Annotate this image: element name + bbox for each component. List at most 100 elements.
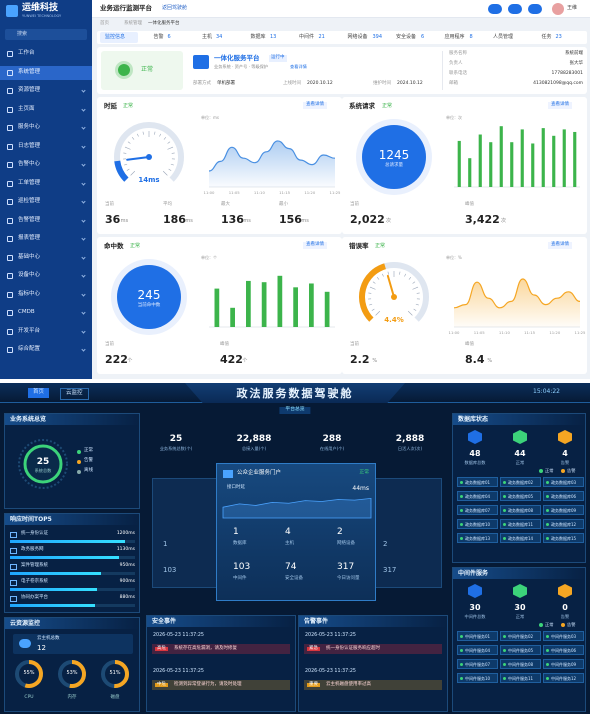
screen-title: 政法服务数据驾驶舱 — [236, 387, 354, 400]
stat-unit: ms — [243, 218, 251, 224]
stat-value: 25 — [169, 434, 183, 444]
gauge-tick — [399, 271, 401, 275]
menu-arrow — [81, 328, 86, 334]
tab-label[interactable]: 安全设备 — [396, 34, 417, 40]
gauge-value — [114, 160, 129, 182]
menu-item[interactable]: 系统管理 — [0, 65, 92, 80]
stat-unit: ms — [185, 218, 193, 224]
clock: 15:04:22 — [533, 388, 560, 395]
area-line — [453, 278, 581, 309]
card-button[interactable]: 查看详情 — [303, 242, 327, 249]
rank-icon — [10, 596, 17, 602]
tab-count: 23 — [555, 34, 562, 40]
tab-label[interactable]: 应用程序 — [444, 34, 465, 40]
header-icon[interactable] — [528, 4, 542, 14]
instance-dot — [503, 523, 506, 526]
gauge-tick — [130, 170, 136, 176]
panel: 安全事件 2026-05-23 11:37:25 高危 系统存在高危漏洞，请及时修复 2… — [146, 615, 296, 712]
menu-item[interactable]: 设备中心 — [0, 269, 92, 283]
menu-item[interactable]: CMDB — [0, 306, 92, 320]
header-icon[interactable] — [488, 4, 502, 14]
tab-label[interactable]: 主机 — [202, 34, 213, 40]
instance-name: 中间件服务03 — [551, 633, 577, 639]
service-link[interactable]: 查看详情 — [290, 64, 307, 69]
gauge-tick — [124, 163, 128, 166]
instance-pill: 中间件服务12 — [543, 673, 584, 683]
header-link[interactable]: 返回驾驶舱 — [162, 5, 188, 11]
instance-pill: 中间件服务11 — [500, 673, 541, 683]
tab-label[interactable]: 网络设备 — [347, 34, 368, 40]
instance-dot — [546, 481, 549, 484]
menu-item[interactable]: 综合配置 — [0, 343, 92, 357]
stat-value: 288 — [322, 434, 342, 444]
menu-item[interactable]: 巡检管理 — [0, 195, 92, 209]
stat-value: 222 — [105, 353, 128, 366]
stat-value: 36 — [105, 213, 121, 226]
menu-icon — [7, 162, 13, 168]
overview-label: 系统总数 — [34, 468, 52, 473]
avatar — [552, 3, 564, 15]
menu-label: 指标中心 — [18, 290, 41, 297]
gauge-tick — [167, 141, 171, 144]
stat-value: 2,022 — [350, 213, 385, 226]
gauge-hub — [146, 154, 152, 160]
chart-svg — [359, 262, 429, 322]
x-tick-label: 11:00 — [203, 190, 215, 195]
panel-title: 安全事件 — [152, 618, 177, 625]
menu-item[interactable]: 资源管理 — [0, 84, 92, 98]
menu-item[interactable]: 工单管理 — [0, 177, 92, 191]
card-button[interactable]: 查看详情 — [303, 102, 327, 109]
menu-arrow — [81, 236, 86, 241]
stat-label: 最大 — [221, 202, 230, 207]
instance-dot — [460, 481, 463, 484]
menu-item[interactable]: 报表管理 — [0, 232, 92, 246]
tab-label[interactable]: 告警 — [153, 34, 164, 40]
stat-label: 在线用户(个) — [319, 446, 345, 451]
menu-item[interactable]: 日志管理 — [0, 140, 92, 154]
menu-icon — [7, 236, 13, 242]
menu-item[interactable]: 开发平台 — [0, 325, 92, 339]
header-icon[interactable] — [508, 4, 522, 14]
x-tick-label: 11:10 — [498, 330, 510, 335]
event-row: 紧急 统一身份认证服务响应超时 — [304, 644, 442, 654]
menu-item[interactable]: 主页面 — [0, 103, 92, 117]
bar — [10, 540, 126, 543]
instance-name: 政务数据库14 — [508, 535, 534, 541]
tab-label[interactable]: 人员管理 — [493, 34, 514, 40]
tab-label[interactable]: 数据库 — [250, 34, 266, 40]
menu-item[interactable]: 告警管理 — [0, 214, 92, 228]
gauge-tick — [412, 281, 416, 284]
tab-label[interactable]: 任务 — [541, 34, 552, 40]
menu-item[interactable]: 基础中心 — [0, 251, 92, 265]
menu-item[interactable]: 告警中心 — [0, 158, 92, 172]
menu-icon — [7, 106, 13, 113]
menu-item[interactable]: 服务中心 — [0, 121, 92, 135]
nav-button[interactable]: 首页 — [28, 388, 50, 398]
rank-icon — [10, 580, 17, 586]
menu-item[interactable]: 工作台 — [0, 47, 92, 61]
menu-item[interactable]: 指标中心 — [0, 288, 92, 302]
instance-dot — [546, 523, 549, 526]
card-title: 时延 — [104, 102, 117, 110]
chart-svg — [453, 278, 581, 328]
card-button[interactable]: 查看详情 — [548, 242, 572, 249]
instance-name: 政务数据库03 — [551, 479, 577, 485]
menu-arrow — [81, 347, 86, 352]
card-button[interactable]: 查看详情 — [548, 102, 572, 109]
count-label: 告警 — [560, 460, 570, 465]
trend-area — [222, 497, 372, 519]
menu-label: 资源管理 — [18, 87, 41, 93]
tab-label[interactable]: 监控信息 — [105, 34, 126, 40]
tab-label[interactable]: 中间件 — [299, 34, 315, 40]
count-label: 中间件总数 — [464, 614, 486, 619]
card-status: 正常 — [382, 103, 393, 109]
legend-dot — [77, 460, 81, 464]
instance-name: 中间件服务02 — [508, 633, 534, 639]
legend-label: 告警 — [567, 622, 576, 627]
menu-label: 主页面 — [18, 105, 35, 112]
search-box[interactable]: 搜索 — [5, 29, 87, 40]
metric-card: 时延 正常 查看详情 14ms 单位：ms 11:00 11:05 11:10 11:15 11:… — [97, 97, 342, 234]
nav-button[interactable]: 云监控 — [60, 388, 89, 400]
instance-pill: 政务数据库13 — [457, 533, 498, 543]
